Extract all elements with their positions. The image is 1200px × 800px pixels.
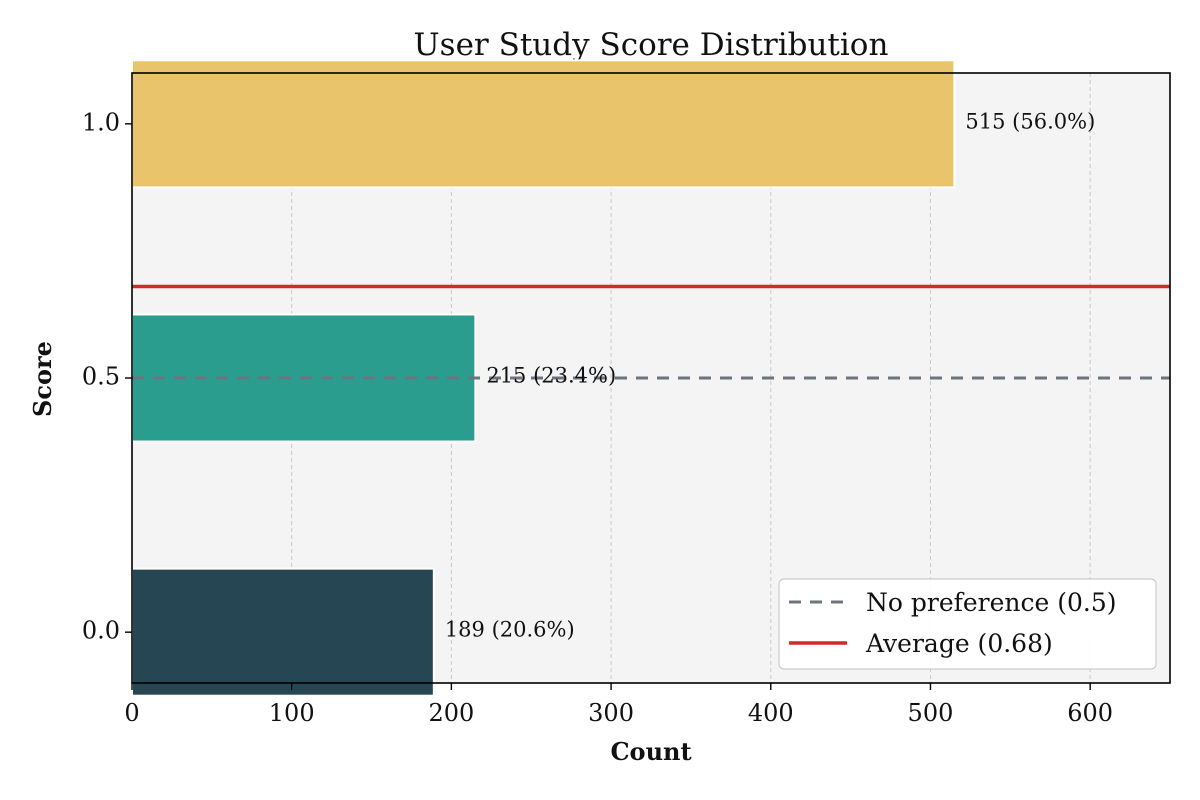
y-tick-label: 1.0 <box>82 108 120 136</box>
x-tick-label: 300 <box>588 699 634 727</box>
y-axis-ticks: 0.0 0.5 1.0 <box>82 108 132 645</box>
legend-box <box>778 578 1157 670</box>
bar-value-label: 215 (23.4%) <box>486 364 616 388</box>
x-tick-label: 100 <box>269 699 315 727</box>
legend: No preference (0.5) Average (0.68) <box>778 578 1157 670</box>
x-tick-label: 400 <box>748 699 794 727</box>
x-axis-ticks: 0 100 200 300 400 500 600 <box>124 683 1113 727</box>
x-tick-label: 200 <box>428 699 474 727</box>
x-tick-label: 500 <box>908 699 954 727</box>
data-labels: 189 (20.6%) 215 (23.4%) 515 (56.0%) <box>445 109 1095 641</box>
x-tick-label: 600 <box>1067 699 1113 727</box>
x-tick-label: 0 <box>124 699 139 727</box>
y-axis-label: Score <box>28 341 57 417</box>
legend-label-no-preference: No preference (0.5) <box>866 588 1117 617</box>
legend-label-average: Average (0.68) <box>865 629 1053 658</box>
y-tick-label: 0.5 <box>82 363 120 391</box>
bar-score-0.0 <box>131 567 435 697</box>
bar-score-1.0 <box>131 59 956 189</box>
x-axis-label: Count <box>610 737 691 766</box>
reference-lines <box>132 284 1170 380</box>
bar-value-label: 189 (20.6%) <box>445 618 575 642</box>
y-tick-label: 0.0 <box>82 617 120 645</box>
bar-value-label: 515 (56.0%) <box>965 109 1095 133</box>
chart-title: User Study Score Distribution <box>414 27 889 63</box>
